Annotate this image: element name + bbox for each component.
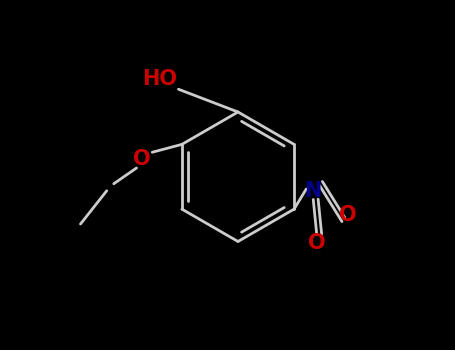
Text: O: O (339, 205, 357, 225)
Text: N: N (304, 181, 322, 201)
Text: HO: HO (142, 69, 177, 89)
Text: O: O (133, 149, 151, 169)
Text: O: O (308, 233, 326, 253)
